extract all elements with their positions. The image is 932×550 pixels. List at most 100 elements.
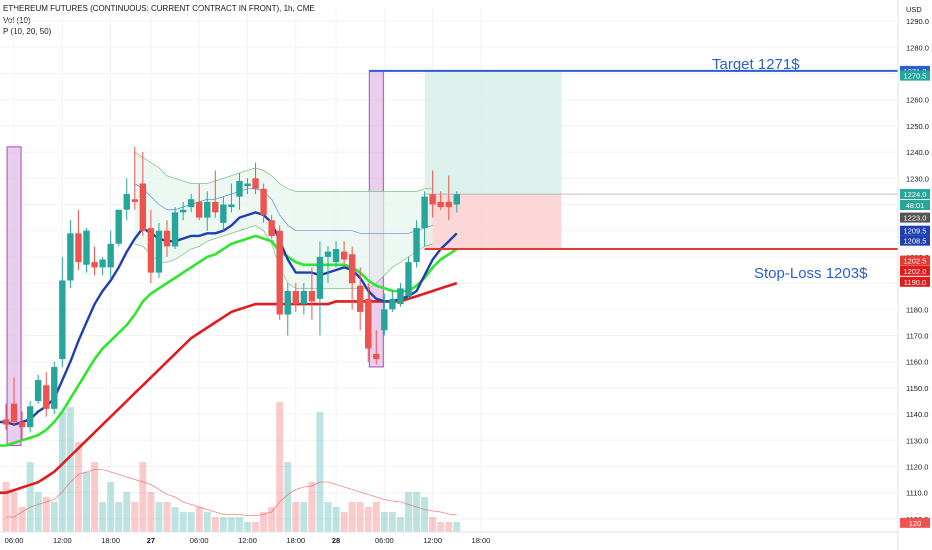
volume-bar <box>99 502 107 532</box>
price-tag <box>900 517 930 528</box>
price-tag-label: 1208.5 <box>904 237 927 246</box>
candle-body <box>236 180 243 197</box>
ema-indicator-label: P (10, 20, 50) <box>3 27 52 36</box>
candle-body <box>2 419 10 425</box>
y-tick-label: 1130.0 <box>906 436 928 445</box>
candlesticks <box>2 146 460 441</box>
price-tag <box>900 255 930 266</box>
candle-body <box>244 183 251 187</box>
volume-bar <box>50 502 58 532</box>
price-tag <box>900 189 930 200</box>
price-tag-label: 48:01 <box>906 201 925 210</box>
volume-bar <box>227 517 235 532</box>
candle-body <box>405 262 412 297</box>
volume-bar <box>437 522 445 532</box>
candle-body <box>276 230 283 315</box>
volume-bar <box>123 492 131 532</box>
volume-bar <box>34 492 42 532</box>
volume-bar <box>453 522 461 532</box>
y-tick-label: 1230.0 <box>906 174 929 183</box>
price-tag-label: 1202.5 <box>904 257 927 266</box>
volume-bar <box>10 492 18 532</box>
candle-body <box>437 201 444 208</box>
x-tick-label: 28 <box>332 536 340 545</box>
candle-body <box>107 243 114 268</box>
candle-body <box>220 204 227 223</box>
volume-bar <box>26 462 34 532</box>
volume-bar <box>179 512 187 532</box>
volume-bar <box>203 512 211 532</box>
envelope-band <box>134 151 433 289</box>
candle-body <box>196 201 203 218</box>
y-tick-label: 1260.0 <box>906 96 929 105</box>
volume-ma-line <box>6 469 457 518</box>
candle-body <box>308 290 316 302</box>
candle-body <box>316 256 324 299</box>
volume-bar <box>421 497 429 532</box>
candle-body <box>99 259 106 268</box>
candle-body <box>43 385 50 409</box>
y-tick-label: 1280.0 <box>906 43 929 52</box>
y-tick-label: 1180.0 <box>906 305 928 314</box>
y-tick-label: 1150.0 <box>906 384 928 393</box>
y-tick-label: 1290.0 <box>906 17 929 26</box>
volume-bar <box>348 502 356 532</box>
candle-body <box>179 209 187 213</box>
candle-body <box>365 298 372 349</box>
time-axis: 06:00 12:00 18:00 27 06:00 12:00 18:00 28 06:00 1… <box>0 531 898 545</box>
price-tag-label: 1224.0 <box>904 190 927 199</box>
price-tag <box>900 70 930 81</box>
candle-body <box>373 353 380 360</box>
candle-body <box>421 196 428 229</box>
price-tag <box>900 265 930 276</box>
volume-bar <box>429 517 437 532</box>
profit-zone <box>424 70 562 195</box>
highlight-box <box>6 146 22 447</box>
volume-bar <box>364 507 372 532</box>
volume-bar <box>171 507 179 532</box>
candle-body <box>26 406 34 428</box>
candle-body <box>171 212 179 247</box>
volume-bar <box>235 517 243 532</box>
volume-bar <box>340 512 348 532</box>
volume-bar <box>147 492 155 532</box>
ema10-line <box>0 211 458 426</box>
volume-bar <box>244 522 251 532</box>
candle-body <box>139 183 147 231</box>
candle-body <box>91 262 98 268</box>
price-tag-label: 1202.0 <box>904 267 927 276</box>
candle-body <box>51 366 58 409</box>
y-tick-label: 1160.0 <box>906 358 928 367</box>
volume-bar <box>300 502 308 532</box>
candle-body <box>10 403 18 422</box>
volume-bar <box>445 522 453 532</box>
candle-body <box>67 233 74 281</box>
candle-body <box>413 228 420 263</box>
candle-body <box>187 199 195 208</box>
candle-body <box>357 285 364 312</box>
price-tag-label: 120 <box>909 519 922 528</box>
volume-bar <box>413 492 421 532</box>
candle-body <box>123 194 130 210</box>
volume-bar <box>332 507 340 532</box>
y-tick-label: 1170.0 <box>906 332 928 341</box>
candle-body <box>284 290 291 315</box>
candle-body <box>445 201 452 208</box>
volume-bar <box>18 507 26 532</box>
x-tick-label: 18:00 <box>472 536 491 545</box>
volume-bar <box>380 512 388 532</box>
volume-bar <box>195 507 203 532</box>
candle-body <box>115 209 122 244</box>
candle-body <box>59 280 66 360</box>
y-tick-label: 1140.0 <box>906 410 928 419</box>
price-tag <box>900 276 930 287</box>
x-tick-label: 06:00 <box>375 536 394 545</box>
x-tick-label: 18:00 <box>101 536 120 545</box>
candle-body <box>332 249 340 263</box>
band-mid-line <box>134 183 433 234</box>
volume-bar <box>260 512 268 532</box>
candle-body <box>18 421 26 428</box>
price-tag-label: 1190.0 <box>904 278 926 287</box>
candle-body <box>340 251 348 260</box>
